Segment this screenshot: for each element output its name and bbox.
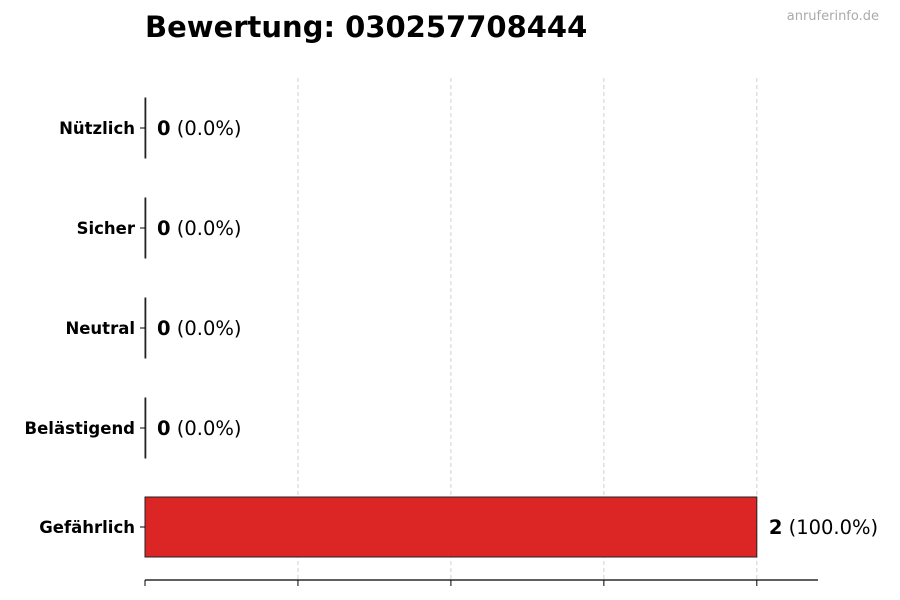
category-label: Neutral xyxy=(65,319,135,338)
chart-title: Bewertung: 030257708444 xyxy=(145,10,588,44)
bar xyxy=(144,297,147,359)
data-label-count: 0 xyxy=(157,317,171,340)
category-label: Belästigend xyxy=(25,419,135,438)
data-label: 2 (100.0%) xyxy=(769,516,878,539)
bar xyxy=(144,397,147,459)
data-label: 0 (0.0%) xyxy=(157,317,242,340)
data-label-percent: (0.0%) xyxy=(177,217,242,240)
data-label-percent: (0.0%) xyxy=(177,117,242,140)
data-label-count: 0 xyxy=(157,117,171,140)
category-label: Nützlich xyxy=(59,119,135,138)
data-label: 0 (0.0%) xyxy=(157,117,242,140)
bar xyxy=(144,496,758,558)
data-label-percent: (100.0%) xyxy=(789,516,879,539)
data-label-percent: (0.0%) xyxy=(177,417,242,440)
data-label-count: 2 xyxy=(769,516,783,539)
bar xyxy=(144,197,147,259)
category-label: Sicher xyxy=(77,219,136,238)
category-label: Gefährlich xyxy=(39,518,135,537)
bar xyxy=(144,97,147,159)
data-label: 0 (0.0%) xyxy=(157,217,242,240)
data-label-count: 0 xyxy=(157,417,171,440)
watermark: anruferinfo.de xyxy=(786,9,879,24)
data-label: 0 (0.0%) xyxy=(157,417,242,440)
data-label-percent: (0.0%) xyxy=(177,317,242,340)
data-label-count: 0 xyxy=(157,217,171,240)
